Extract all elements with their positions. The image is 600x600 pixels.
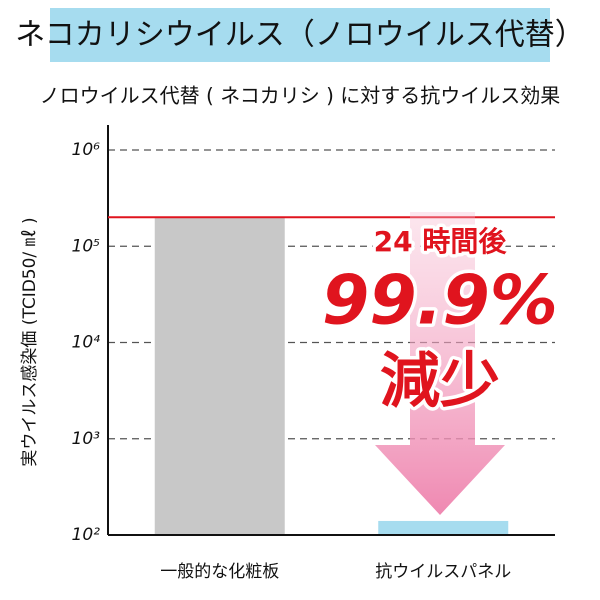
y-tick-label: 10³	[72, 429, 101, 449]
chart-subtitle: ノロウイルス代替 ( ネコカリシ ) に対する抗ウイルス効果	[40, 84, 561, 108]
annotation: 減少	[380, 347, 500, 417]
decrease-arrow	[375, 212, 505, 515]
bar	[378, 520, 509, 535]
annotation: 24 時間後	[374, 225, 508, 258]
x-tick-label: 抗ウイルスパネル	[375, 562, 511, 582]
y-tick-label: 10²	[72, 525, 101, 545]
y-tick-label: 10⁶	[72, 140, 101, 160]
annotation: 99.9%	[322, 262, 558, 341]
y-tick-label: 10⁵	[72, 236, 101, 256]
y-tick-label: 10⁴	[72, 333, 101, 353]
y-axis-label: 実ウイルス感染価 (TCID50/ ㎖ )	[20, 217, 40, 466]
bar	[154, 217, 285, 535]
title-banner	[50, 8, 550, 62]
chart-title: ネコカリシウイルス（ノロウイルス代替）	[15, 18, 584, 53]
x-tick-label: 一般的な化粧板	[160, 562, 279, 582]
plot-area: 10² 10³ 10⁴ 10⁵ 10⁶ 一般的な化粧板 抗ウイルスパネル	[72, 125, 555, 582]
